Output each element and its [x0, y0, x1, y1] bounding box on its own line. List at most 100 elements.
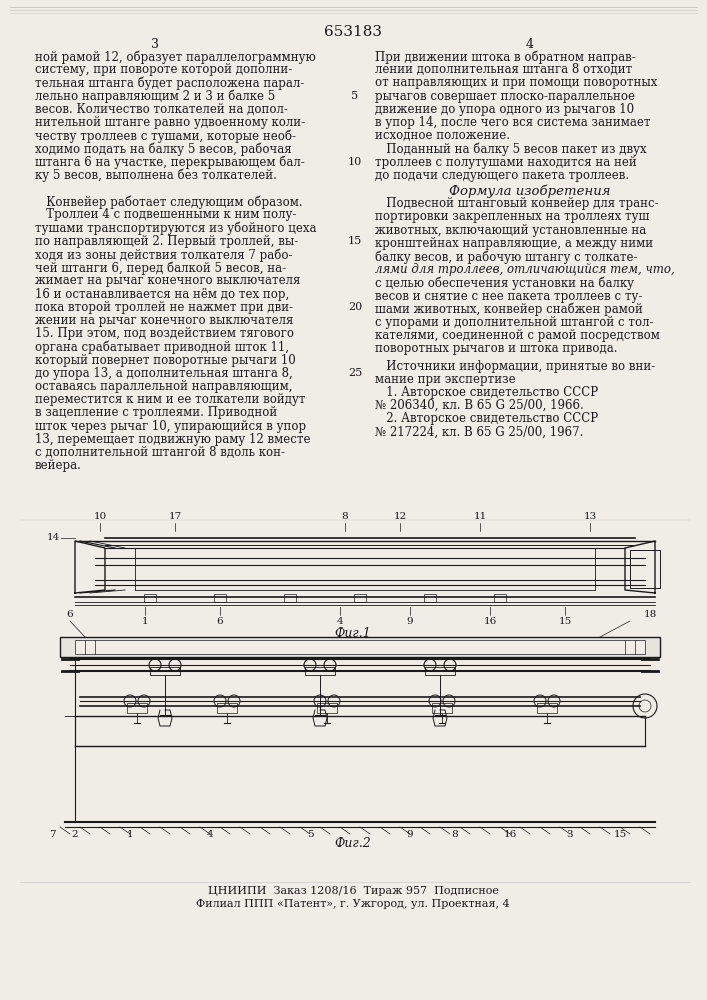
Text: в зацепление с троллеями. Приводной: в зацепление с троллеями. Приводной [35, 406, 277, 419]
Text: который повернет поворотные рычаги 10: который повернет поворотные рычаги 10 [35, 354, 296, 367]
Text: 14: 14 [47, 534, 60, 542]
Text: тельная штанга будет расположена парал-: тельная штанга будет расположена парал- [35, 76, 304, 90]
Text: ной рамой 12, образует параллелограммную: ной рамой 12, образует параллелограммную [35, 50, 316, 64]
Text: с дополнительной штангой 8 вдоль кон-: с дополнительной штангой 8 вдоль кон- [35, 446, 285, 459]
Text: до упора 13, а дополнительная штанга 8,: до упора 13, а дополнительная штанга 8, [35, 367, 293, 380]
Text: чей штанги 6, перед балкой 5 весов, на-: чей штанги 6, перед балкой 5 весов, на- [35, 261, 286, 275]
Text: 10: 10 [93, 512, 107, 521]
Text: 9: 9 [407, 830, 414, 839]
Text: троллеев с полутушами находится на ней: троллеев с полутушами находится на ней [375, 156, 637, 169]
Bar [305, 667, 335, 675]
Text: тушами транспортируются из убойного цеха: тушами транспортируются из убойного цеха [35, 222, 317, 235]
Bar [284, 594, 296, 602]
Text: ходя из зоны действия толкателя 7 рабо-: ходя из зоны действия толкателя 7 рабо- [35, 248, 293, 261]
Text: 4: 4 [526, 38, 534, 51]
Text: Поданный на балку 5 весов пакет из двух: Поданный на балку 5 весов пакет из двух [375, 142, 647, 156]
Text: с целью обеспечения установки на балку: с целью обеспечения установки на балку [375, 276, 634, 290]
Text: органа срабатывает приводной шток 11,: органа срабатывает приводной шток 11, [35, 340, 289, 354]
Bar [494, 594, 506, 602]
Bar [424, 594, 436, 602]
Text: пока второй троллей не нажмет при дви-: пока второй троллей не нажмет при дви- [35, 301, 293, 314]
Text: ЦНИИПИ  Заказ 1208/16  Тираж 957  Подписное: ЦНИИПИ Заказ 1208/16 Тираж 957 Подписное [208, 886, 498, 896]
Bar [432, 703, 452, 713]
Text: до подачи следующего пакета троллеев.: до подачи следующего пакета троллеев. [375, 169, 629, 182]
Bar [60, 637, 660, 657]
Text: № 206340, кл. В 65 G 25/00, 1966.: № 206340, кл. В 65 G 25/00, 1966. [375, 399, 584, 412]
Text: 8: 8 [452, 830, 458, 839]
Text: № 217224, кл. В 65 G 25/00, 1967.: № 217224, кл. В 65 G 25/00, 1967. [375, 426, 583, 439]
Text: 20: 20 [348, 302, 362, 312]
Text: 653183: 653183 [324, 25, 382, 39]
Text: 11: 11 [474, 512, 486, 521]
Text: 6: 6 [216, 617, 223, 626]
Text: Фиг.2: Фиг.2 [334, 837, 371, 850]
Text: ку 5 весов, выполнена без толкателей.: ку 5 весов, выполнена без толкателей. [35, 169, 277, 182]
Text: с упорами и дополнительной штангой с тол-: с упорами и дополнительной штангой с тол… [375, 316, 653, 329]
Bar [354, 594, 366, 602]
Text: жении на рычаг конечного выключателя: жении на рычаг конечного выключателя [35, 314, 293, 327]
Text: 5: 5 [351, 91, 358, 101]
Text: 15: 15 [348, 236, 362, 246]
Text: весов. Количество толкателей на допол-: весов. Количество толкателей на допол- [35, 103, 288, 116]
Text: честву троллеев с тушами, которые необ-: честву троллеев с тушами, которые необ- [35, 129, 296, 143]
Text: штанга 6 на участке, перекрывающем бал-: штанга 6 на участке, перекрывающем бал- [35, 156, 305, 169]
Text: движение до упора одного из рычагов 10: движение до упора одного из рычагов 10 [375, 103, 634, 116]
Bar [214, 594, 226, 602]
Text: 1: 1 [141, 617, 148, 626]
Text: 16 и останавливается на нём до тех пор,: 16 и останавливается на нём до тех пор, [35, 288, 289, 301]
Text: 13, перемещает подвижную раму 12 вместе: 13, перемещает подвижную раму 12 вместе [35, 433, 310, 446]
Text: шток через рычаг 10, упирающийся в упор: шток через рычаг 10, упирающийся в упор [35, 420, 306, 433]
Text: 4: 4 [206, 830, 214, 839]
Bar [75, 640, 645, 654]
Text: вейера.: вейера. [35, 459, 82, 472]
Bar [150, 667, 180, 675]
Text: животных, включающий установленные на: животных, включающий установленные на [375, 224, 646, 237]
Text: систему, при повороте которой дополни-: систему, при повороте которой дополни- [35, 63, 292, 76]
Text: 5: 5 [307, 830, 313, 839]
Bar [144, 594, 156, 602]
Text: 18: 18 [643, 610, 657, 619]
Text: Троллеи 4 с подвешенными к ним полу-: Троллеи 4 с подвешенными к ним полу- [35, 208, 296, 221]
Text: 10: 10 [348, 157, 362, 167]
Text: 15. При этом, под воздействием тягового: 15. При этом, под воздействием тягового [35, 327, 294, 340]
Text: оставаясь параллельной направляющим,: оставаясь параллельной направляющим, [35, 380, 293, 393]
Text: весов и снятие с нее пакета троллеев с ту-: весов и снятие с нее пакета троллеев с т… [375, 290, 643, 303]
Bar [537, 703, 557, 713]
Text: мание при экспертизе: мание при экспертизе [375, 373, 515, 386]
Bar [217, 703, 237, 713]
Text: 2. Авторское свидетельство СССР: 2. Авторское свидетельство СССР [375, 412, 598, 425]
Text: 13: 13 [583, 512, 597, 521]
Text: шами животных, конвейер снабжен рамой: шами животных, конвейер снабжен рамой [375, 303, 643, 316]
Text: кронштейнах направляющие, а между ними: кронштейнах направляющие, а между ними [375, 237, 653, 250]
Text: При движении штока в обратном направ-: При движении штока в обратном направ- [375, 50, 636, 64]
Text: исходное положение.: исходное положение. [375, 129, 510, 142]
Text: 7: 7 [49, 830, 55, 839]
Text: ходимо подать на балку 5 весов, рабочая: ходимо подать на балку 5 весов, рабочая [35, 142, 291, 156]
Text: рычагов совершает плоско-параллельное: рычагов совершает плоско-параллельное [375, 90, 635, 103]
Text: 25: 25 [348, 368, 362, 378]
Text: 16: 16 [484, 617, 496, 626]
Text: кателями, соединенной с рамой посредством: кателями, соединенной с рамой посредство… [375, 329, 660, 342]
Text: 2: 2 [71, 830, 78, 839]
Text: от направляющих и при помощи поворотных: от направляющих и при помощи поворотных [375, 76, 658, 89]
Text: Конвейер работает следующим образом.: Конвейер работает следующим образом. [35, 195, 303, 209]
Text: 8: 8 [341, 512, 349, 521]
Text: лями для троллеев, отличающийся тем, что,: лями для троллеев, отличающийся тем, что… [375, 263, 674, 276]
Text: 1. Авторское свидетельство СССР: 1. Авторское свидетельство СССР [375, 386, 598, 399]
Text: 1: 1 [127, 830, 134, 839]
Text: Фиг.1: Фиг.1 [334, 627, 371, 640]
Text: 17: 17 [168, 512, 182, 521]
Bar [630, 550, 660, 588]
Text: лельно направляющим 2 и 3 и балке 5: лельно направляющим 2 и 3 и балке 5 [35, 90, 275, 103]
Text: Филиал ППП «Патент», г. Ужгород, ул. Проектная, 4: Филиал ППП «Патент», г. Ужгород, ул. Про… [196, 899, 510, 909]
Text: 4: 4 [337, 617, 344, 626]
Text: в упор 14, после чего вся система занимает: в упор 14, после чего вся система занима… [375, 116, 650, 129]
Text: 3: 3 [151, 38, 159, 51]
Text: 15: 15 [559, 617, 572, 626]
Text: 16: 16 [503, 830, 517, 839]
Text: 15: 15 [614, 830, 626, 839]
Text: переместится к ним и ее толкатели войдут: переместится к ним и ее толкатели войдут [35, 393, 305, 406]
Text: портировки закрепленных на троллеях туш: портировки закрепленных на троллеях туш [375, 210, 649, 223]
Text: 3: 3 [567, 830, 573, 839]
Text: нительной штанге равно удвоенному коли-: нительной штанге равно удвоенному коли- [35, 116, 305, 129]
